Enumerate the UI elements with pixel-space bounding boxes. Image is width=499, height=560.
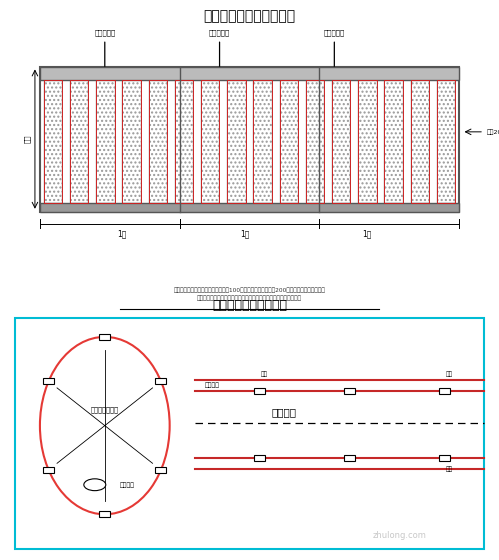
Bar bbox=[175, 80, 193, 203]
Bar bbox=[227, 80, 246, 203]
Bar bbox=[439, 388, 450, 394]
Bar bbox=[201, 80, 220, 203]
Bar bbox=[279, 80, 298, 203]
Bar bbox=[306, 80, 324, 203]
Ellipse shape bbox=[40, 337, 170, 514]
Bar bbox=[40, 203, 459, 212]
Bar bbox=[149, 80, 167, 203]
Bar bbox=[122, 80, 141, 203]
Text: 隧道洞内测温点布置图: 隧道洞内测温点布置图 bbox=[212, 299, 287, 312]
Bar bbox=[70, 80, 88, 203]
Bar bbox=[358, 80, 377, 203]
Text: 蒸汽进入口: 蒸汽进入口 bbox=[94, 30, 115, 36]
Text: 厚度200mm: 厚度200mm bbox=[487, 129, 499, 134]
Bar bbox=[437, 80, 455, 203]
Bar bbox=[227, 80, 246, 203]
Circle shape bbox=[84, 479, 106, 491]
Text: 蒸汽进入口: 蒸汽进入口 bbox=[209, 30, 230, 36]
Bar bbox=[175, 80, 193, 203]
Bar bbox=[332, 80, 350, 203]
Bar bbox=[437, 80, 455, 203]
Bar bbox=[344, 388, 355, 394]
Bar bbox=[44, 80, 62, 203]
Text: 1节: 1节 bbox=[118, 230, 127, 239]
Bar bbox=[332, 80, 350, 203]
Text: 1节: 1节 bbox=[240, 230, 249, 239]
Bar bbox=[15, 318, 484, 549]
Bar bbox=[279, 80, 298, 203]
Bar bbox=[253, 80, 272, 203]
Bar bbox=[70, 80, 88, 203]
Bar bbox=[149, 80, 167, 203]
Bar bbox=[279, 80, 298, 203]
Bar bbox=[175, 80, 193, 203]
Bar bbox=[253, 80, 272, 203]
Bar bbox=[122, 80, 141, 203]
Text: 管上比所插孔排气孔，用于扩散带石的孔，比上方覆金属布进行保温: 管上比所插孔排气孔，用于扩散带石的孔，比上方覆金属布进行保温 bbox=[197, 295, 302, 301]
Bar bbox=[411, 80, 429, 203]
Bar bbox=[201, 80, 220, 203]
Text: 测点: 测点 bbox=[261, 372, 268, 377]
Text: 说明：砂石料加热体系共需蒸汽压力100毫大比蒸管接管孔距为200毫大排列方式按前列；前: 说明：砂石料加热体系共需蒸汽压力100毫大比蒸管接管孔距为200毫大排列方式按前… bbox=[174, 288, 325, 293]
Bar bbox=[99, 334, 110, 340]
Bar bbox=[358, 80, 377, 203]
Text: 半径: 半径 bbox=[24, 135, 31, 143]
Text: 蒸汽管道: 蒸汽管道 bbox=[120, 482, 135, 488]
Text: 蒸汽进入口: 蒸汽进入口 bbox=[324, 30, 345, 36]
Bar bbox=[149, 80, 167, 203]
Bar bbox=[437, 80, 455, 203]
Text: 测点: 测点 bbox=[446, 372, 453, 377]
Bar bbox=[156, 467, 167, 473]
Bar bbox=[201, 80, 220, 203]
Bar bbox=[99, 511, 110, 517]
Text: 测点: 测点 bbox=[446, 466, 453, 472]
Bar bbox=[411, 80, 429, 203]
Bar bbox=[70, 80, 88, 203]
Bar bbox=[96, 80, 115, 203]
Bar bbox=[306, 80, 324, 203]
Bar bbox=[43, 467, 54, 473]
Bar bbox=[384, 80, 403, 203]
Bar bbox=[254, 388, 265, 394]
Bar bbox=[43, 379, 54, 384]
Bar bbox=[227, 80, 246, 203]
Bar bbox=[384, 80, 403, 203]
Bar bbox=[332, 80, 350, 203]
Bar bbox=[411, 80, 429, 203]
Bar bbox=[253, 80, 272, 203]
Text: 1节: 1节 bbox=[362, 230, 371, 239]
Bar bbox=[344, 455, 355, 461]
Bar bbox=[40, 67, 459, 212]
Text: 隧道中线: 隧道中线 bbox=[272, 408, 297, 418]
Bar bbox=[306, 80, 324, 203]
Text: 测点位置电路图: 测点位置电路图 bbox=[91, 406, 119, 413]
Bar bbox=[254, 455, 265, 461]
Text: zhulong.com: zhulong.com bbox=[372, 531, 426, 540]
Bar bbox=[122, 80, 141, 203]
Text: 蒸汽管道: 蒸汽管道 bbox=[205, 382, 220, 388]
Bar bbox=[439, 455, 450, 461]
Bar bbox=[156, 379, 167, 384]
Bar bbox=[44, 80, 62, 203]
Bar bbox=[358, 80, 377, 203]
Text: 砂石材料加热体系布置图: 砂石材料加热体系布置图 bbox=[204, 9, 295, 23]
Bar bbox=[96, 80, 115, 203]
Bar bbox=[384, 80, 403, 203]
Bar bbox=[44, 80, 62, 203]
Bar bbox=[40, 67, 459, 80]
Bar bbox=[96, 80, 115, 203]
